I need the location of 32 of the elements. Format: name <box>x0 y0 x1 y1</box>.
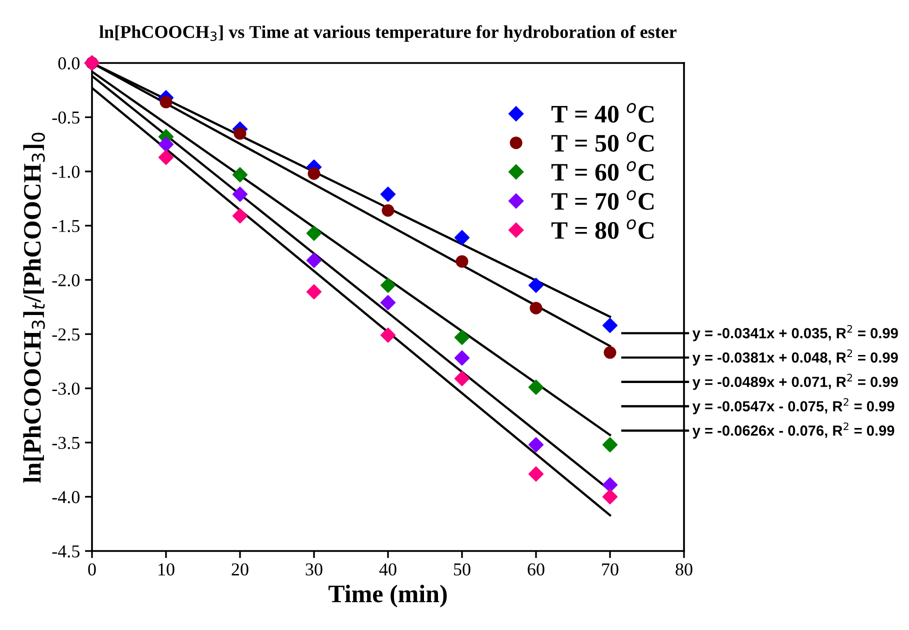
legend-label: y = -0.0489x + 0.071, R$^{2}$ = 0.99 <box>692 374 898 390</box>
x-tick-label: 50 <box>454 563 470 576</box>
x-axis-title: Time (min) <box>328 584 447 608</box>
y-axis-title: ln[PhCOOCH$_{3}$]$_{t}$/[PhCOOCH$_{3}$]$_{0}$ <box>23 132 45 483</box>
legend-label: y = -0.0341x + 0.035, R$^{2}$ = 0.99 <box>692 325 898 342</box>
y-tick-label: -4.5 <box>52 545 80 558</box>
legend-label: T = 80 $^{o}$C <box>551 219 654 239</box>
x-tick-label: 60 <box>528 563 544 576</box>
x-tick-label: 0 <box>88 563 96 576</box>
x-tick-label: 70 <box>602 563 618 576</box>
y-tick-label: -3.0 <box>52 382 80 395</box>
x-tick-label: 10 <box>158 563 174 576</box>
y-tick-label: -0.5 <box>52 111 80 124</box>
y-tick-label: 0.0 <box>58 57 80 70</box>
legend-label: T = 70 $^{o}$C <box>551 190 654 210</box>
y-tick-label: -2.0 <box>52 274 80 286</box>
legend-label: y = -0.0626x - 0.076, R$^{2}$ = 0.99 <box>692 422 894 439</box>
legend-label: T = 60 $^{o}$C <box>551 161 654 181</box>
x-tick-label: 20 <box>232 563 248 576</box>
y-tick-label: -2.5 <box>52 328 80 341</box>
y-tick-label: -1.0 <box>52 166 80 178</box>
x-tick-label: 30 <box>306 563 322 576</box>
x-tick-label: 80 <box>676 563 692 576</box>
y-tick-label: -1.5 <box>52 220 80 232</box>
legend-label: y = -0.0547x - 0.075, R$^{2}$ = 0.99 <box>692 398 894 414</box>
y-tick-label: -4.0 <box>52 491 80 504</box>
legend-label: T = 50 $^{o}$C <box>551 132 654 152</box>
y-tick-label: -3.5 <box>52 436 80 450</box>
legend-label: T = 40 $^{o}$C <box>551 103 654 123</box>
legend-label: y = -0.0381x + 0.048, R$^{2}$ = 0.99 <box>692 349 898 366</box>
x-tick-label: 40 <box>379 563 396 576</box>
chart-title: ln[PhCOOCH$_{3}$] vs Time at various temperature for hydroboration of ester <box>99 25 677 42</box>
